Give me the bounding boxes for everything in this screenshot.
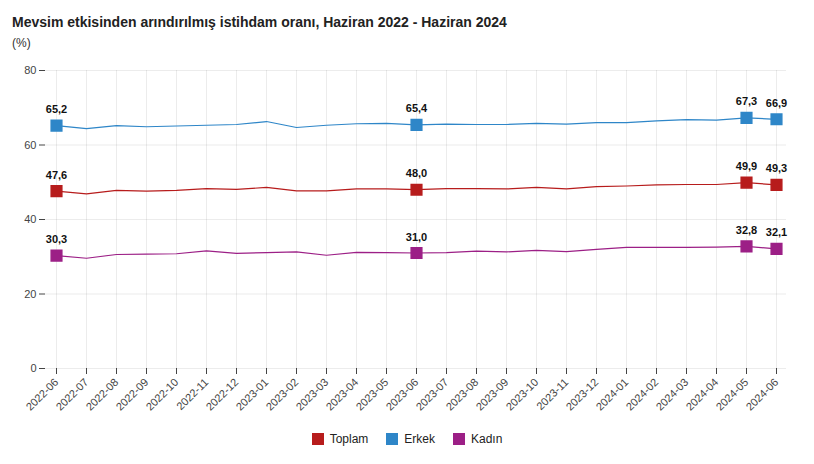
svg-text:31,0: 31,0: [406, 231, 427, 243]
svg-text:30,3: 30,3: [46, 233, 67, 245]
svg-text:67,3: 67,3: [736, 95, 757, 107]
html-text:Toplam: Toplam: [329, 432, 369, 446]
svg-text:2023-09: 2023-09: [473, 376, 510, 413]
svg-text:2022-09: 2022-09: [113, 376, 150, 413]
svg-text:20: 20: [24, 288, 36, 300]
svg-text:2024-03: 2024-03: [653, 376, 690, 413]
svg-text:65,4: 65,4: [406, 102, 428, 114]
svg-text:2023-10: 2023-10: [503, 376, 540, 413]
svg-text:2022-11: 2022-11: [173, 375, 211, 413]
svg-text:2023-01: 2023-01: [233, 376, 270, 413]
svg-text:47,6: 47,6: [46, 169, 67, 181]
html-text:Erkek: Erkek: [404, 432, 435, 446]
svg-text:2022-07: 2022-07: [53, 376, 90, 413]
svg-text:2023-02: 2023-02: [263, 376, 300, 413]
svg-text:40: 40: [24, 213, 36, 225]
svg-text:2023-03: 2023-03: [293, 376, 330, 413]
svg-text:2023-07: 2023-07: [413, 376, 450, 413]
svg-text:2023-04: 2023-04: [323, 376, 360, 413]
svg-text:2024-02: 2024-02: [623, 376, 660, 413]
svg-text:2024-06: 2024-06: [743, 376, 780, 413]
svg-text:49,9: 49,9: [736, 160, 757, 172]
svg-text:2023-11: 2023-11: [533, 375, 571, 413]
svg-text:2024-01: 2024-01: [593, 376, 630, 413]
svg-text:32,1: 32,1: [766, 226, 787, 238]
svg-text:66,9: 66,9: [766, 97, 787, 109]
svg-text:32,8: 32,8: [736, 224, 757, 236]
svg-text:2023-12: 2023-12: [563, 376, 600, 413]
html-text:Mevsim etkisinden arındırılmış: Mevsim etkisinden arındırılmış istihdam …: [12, 14, 507, 30]
svg-text:2023-06: 2023-06: [383, 376, 420, 413]
svg-text:48,0: 48,0: [406, 167, 427, 179]
svg-text:2023-08: 2023-08: [443, 376, 480, 413]
svg-text:2024-04: 2024-04: [683, 376, 720, 413]
svg-text:0: 0: [30, 362, 36, 374]
svg-text:2022-08: 2022-08: [83, 376, 120, 413]
html-text:Kadın: Kadın: [471, 432, 503, 446]
svg-text:2023-05: 2023-05: [353, 376, 390, 413]
svg-text:49,3: 49,3: [766, 162, 787, 174]
svg-text:2022-12: 2022-12: [203, 376, 240, 413]
svg-text:2022-06: 2022-06: [23, 376, 60, 413]
svg-text:2022-10: 2022-10: [143, 376, 180, 413]
svg-text:60: 60: [24, 139, 36, 151]
svg-text:65,2: 65,2: [46, 103, 67, 115]
svg-text:2024-05: 2024-05: [713, 376, 750, 413]
svg-text:80: 80: [24, 64, 36, 76]
